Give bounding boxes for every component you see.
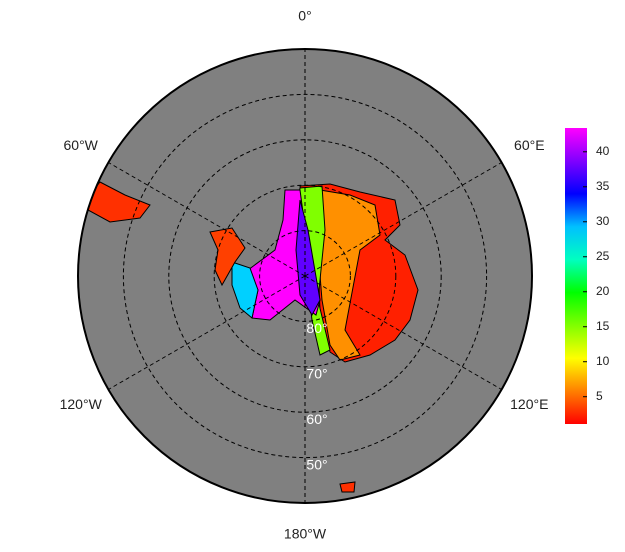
- land: [295, 199, 321, 317]
- colorbar-tick-label: 10: [596, 354, 610, 368]
- lat-label: 70°: [306, 366, 327, 382]
- colorbar-tick-label: 35: [596, 179, 610, 193]
- lon-label: 60°W: [64, 137, 99, 153]
- lon-label: 0°: [298, 8, 311, 24]
- colorbar-tick-label: 15: [596, 319, 610, 333]
- lat-label: 60°: [306, 411, 327, 427]
- colorbar: [565, 128, 587, 424]
- lon-label: 120°E: [510, 396, 548, 412]
- lon-label: 120°W: [60, 396, 103, 412]
- colorbar-tick-label: 40: [596, 144, 610, 158]
- colorbar-tick-label: 25: [596, 249, 610, 263]
- land: [339, 481, 356, 493]
- land: [317, 189, 381, 361]
- colorbar-tick-label: 20: [596, 284, 610, 298]
- meridian: [108, 162, 306, 277]
- map-area: [77, 48, 533, 504]
- colorbar-tick-label: 5: [596, 389, 603, 403]
- meridian: [304, 162, 502, 277]
- lon-label: 60°E: [514, 137, 545, 153]
- lat-label: 80°: [306, 320, 327, 336]
- lat-circle: [122, 93, 488, 459]
- lon-label: 180°W: [284, 526, 327, 542]
- map-border: [77, 48, 533, 504]
- colorbar-tick-label: 30: [596, 214, 610, 228]
- lat-circle: [213, 184, 397, 368]
- meridian: [108, 275, 306, 390]
- land: [209, 227, 246, 287]
- land: [231, 261, 259, 319]
- lat-label: 50°: [306, 456, 327, 472]
- meridian: [304, 275, 502, 390]
